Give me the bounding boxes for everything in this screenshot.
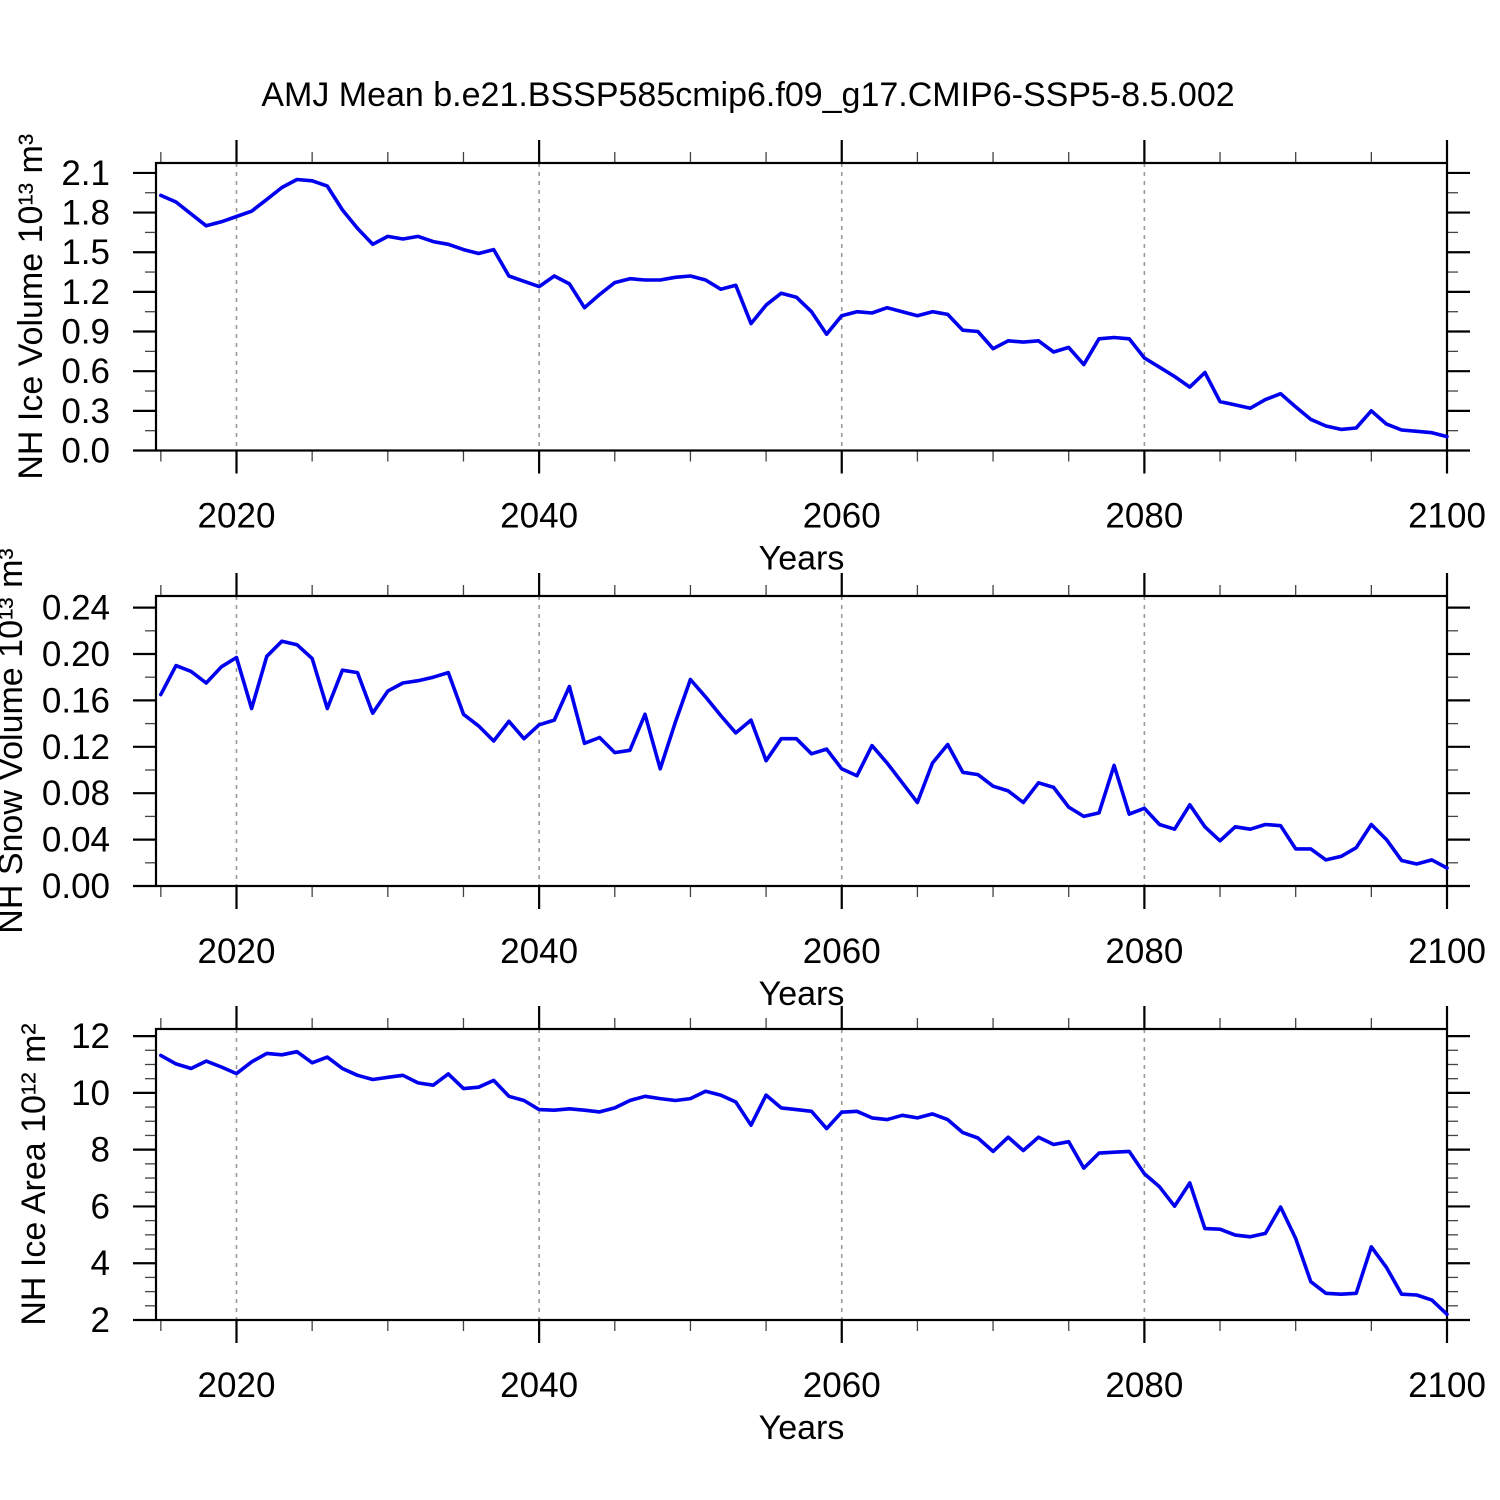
y-tick-label: 0.12	[42, 728, 110, 767]
y-tick-label: 1.5	[61, 233, 110, 272]
y-tick-label: 0.6	[61, 352, 110, 391]
y-tick-label: 12	[71, 1017, 110, 1056]
x-tick-label: 2080	[1105, 1366, 1183, 1405]
x-tick-labels: 2020 2040 2060 2080 2100	[198, 497, 1486, 536]
y-tick-label: 0.00	[42, 867, 110, 906]
y-tick-label: 0.0	[61, 432, 110, 471]
x-tick-label: 2040	[500, 932, 578, 971]
plot-frame	[154, 1027, 1449, 1322]
y-tick-label: 2.1	[61, 154, 110, 193]
y-tick-label: 0.20	[42, 635, 110, 674]
gridlines	[235, 163, 1146, 451]
gridlines	[235, 596, 1146, 886]
x-axis-title: Years	[759, 975, 845, 1013]
axis-ticks	[133, 573, 1470, 909]
y-tick-label: 10	[71, 1074, 110, 1113]
y-tick-label: 0.16	[42, 681, 110, 720]
x-tick-label: 2060	[803, 932, 881, 971]
y-tick-label: 0.08	[42, 774, 110, 813]
panel-nh-snow-volume: 0.00 0.04 0.08 0.12 0.16 0.20 0.24 2020 2040 2060…	[0, 548, 1486, 1013]
y-tick-label: 0.04	[42, 821, 110, 860]
x-tick-labels: 2020 2040 2060 2080 2100	[198, 932, 1486, 971]
x-axis-title: Years	[759, 1409, 845, 1447]
y-tick-label: 1.2	[61, 273, 110, 312]
series-line-nh-snow-volume	[159, 639, 1449, 870]
series-line-nh-ice-area	[159, 1049, 1449, 1317]
x-tick-label: 2100	[1408, 1366, 1486, 1405]
y-tick-label: 0.9	[61, 313, 110, 352]
x-tick-label: 2020	[198, 1366, 276, 1405]
axis-ticks	[133, 140, 1470, 474]
y-axis-title: NH Ice Volume 10¹³ m³	[12, 134, 50, 480]
y-tick-label: 4	[91, 1244, 110, 1283]
y-tick-label: 6	[91, 1187, 110, 1226]
axis-ticks	[133, 1006, 1470, 1343]
y-tick-label: 2	[91, 1301, 110, 1340]
plot-frame	[154, 594, 1449, 888]
y-axis-title: NH Ice Area 10¹² m²	[15, 1023, 53, 1325]
plot-frame	[154, 161, 1449, 452]
x-tick-labels: 2020 2040 2060 2080 2100	[198, 1366, 1486, 1405]
y-tick-label: 0.24	[42, 589, 110, 628]
y-tick-label: 8	[91, 1131, 110, 1170]
figure-title: AMJ Mean b.e21.BSSP585cmip6.f09_g17.CMIP…	[261, 76, 1234, 114]
x-tick-label: 2100	[1408, 497, 1486, 536]
y-tick-label: 0.3	[61, 392, 110, 431]
x-tick-label: 2020	[198, 932, 276, 971]
y-axis-title: NH Snow Volume 10¹³ m³	[0, 548, 30, 933]
y-tick-labels: 0.00 0.04 0.08 0.12 0.16 0.20 0.24	[42, 589, 110, 906]
gridlines	[235, 1029, 1146, 1320]
x-tick-label: 2040	[500, 497, 578, 536]
panel-nh-ice-volume: 0.00.30.60.91.21.51.82.1 2020 2040 2060 2080…	[12, 134, 1486, 578]
series-line-nh-ice-volume	[159, 177, 1449, 439]
x-axis-title: Years	[759, 540, 845, 578]
x-tick-label: 2060	[803, 497, 881, 536]
y-tick-labels: 2 4 6 8 10 12	[71, 1017, 110, 1340]
x-tick-label: 2040	[500, 1366, 578, 1405]
x-tick-label: 2060	[803, 1366, 881, 1405]
x-tick-label: 2020	[198, 497, 276, 536]
y-tick-labels: 0.00.30.60.91.21.51.82.1	[61, 154, 110, 471]
x-tick-label: 2080	[1105, 497, 1183, 536]
panel-nh-ice-area: 2 4 6 8 10 12 2020 2040 2060 2080 2100 Years NH Ice …	[15, 1006, 1486, 1447]
y-tick-label: 1.8	[61, 194, 110, 233]
x-tick-label: 2080	[1105, 932, 1183, 971]
x-tick-label: 2100	[1408, 932, 1486, 971]
